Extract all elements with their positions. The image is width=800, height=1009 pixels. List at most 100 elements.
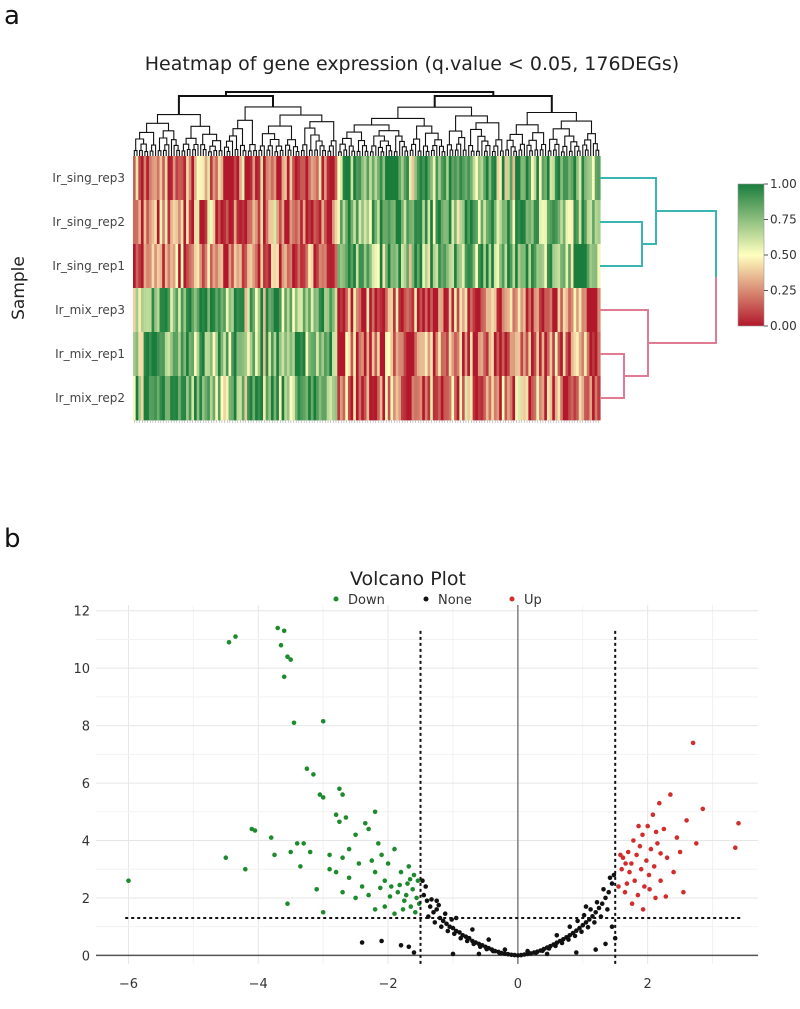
heatmap-cell [533, 156, 537, 201]
data-point-none [567, 924, 573, 929]
heatmap-cell [188, 288, 192, 333]
heatmap-cell [499, 288, 503, 333]
heatmap-cell [427, 288, 431, 333]
heatmap-cell [488, 376, 492, 421]
heatmap-cell [507, 332, 511, 377]
heatmap-cell [496, 288, 500, 333]
dendrogram-branch [395, 135, 403, 152]
heatmap-row-label: Ir_sing_rep2 [52, 215, 125, 229]
heatmap-cell [138, 288, 142, 333]
data-point-down [304, 766, 310, 771]
heatmap-cell [188, 156, 192, 201]
heatmap-cell [552, 288, 556, 333]
heatmap-cell [204, 376, 208, 421]
heatmap-cell [337, 156, 341, 201]
dendrogram-branch [356, 150, 361, 156]
data-point-down [327, 852, 332, 858]
heatmap-cell [151, 200, 155, 245]
heatmap-cell [584, 244, 588, 289]
dendrogram-branch [430, 149, 435, 156]
heatmap-cell [191, 376, 195, 421]
heatmap-cell [313, 288, 317, 333]
heatmap-cell [239, 200, 243, 245]
heatmap-cell [183, 244, 187, 289]
heatmap-cell [249, 376, 253, 421]
heatmap-cell [276, 288, 280, 333]
heatmap-cell [164, 200, 169, 245]
heatmap-cell [353, 156, 357, 201]
heatmap-cell [374, 244, 378, 289]
heatmap-cell [292, 332, 296, 377]
heatmap-cell [390, 156, 394, 201]
heatmap-cell [403, 332, 407, 377]
heatmap-cell [361, 200, 365, 245]
heatmap-cell [175, 156, 179, 201]
heatmap-cell [538, 288, 543, 333]
data-point-up [642, 884, 647, 889]
heatmap-cell [228, 156, 232, 201]
heatmap-cell [302, 200, 307, 245]
heatmap-cell [435, 288, 439, 333]
heatmap-cell [525, 376, 529, 421]
heatmap-cell [342, 244, 346, 289]
heatmap-cell [385, 156, 389, 201]
heatmap-cell [196, 200, 200, 245]
heatmap-cell [363, 200, 368, 245]
heatmap-cell [209, 332, 214, 377]
data-point-none [457, 930, 462, 935]
heatmap-cell [273, 332, 277, 377]
heatmap-cell [493, 156, 498, 201]
heatmap-cell [135, 288, 139, 333]
heatmap-cell [140, 376, 145, 421]
heatmap-cell [472, 332, 476, 377]
heatmap-cell [255, 244, 259, 289]
heatmap-cell [138, 156, 142, 201]
heatmap-cell [255, 332, 259, 377]
heatmap-cell [408, 288, 413, 333]
data-point-none [444, 921, 449, 927]
dendrogram-branch [157, 150, 162, 156]
dendrogram-branch [584, 149, 589, 156]
heatmap-cell [350, 200, 354, 245]
data-point-down [385, 861, 391, 866]
heatmap-cell [358, 376, 362, 421]
heatmap-cell [557, 200, 561, 245]
data-point-none [424, 898, 430, 904]
heatmap-cell [140, 332, 145, 377]
data-point-none [583, 904, 589, 909]
data-point-down [320, 719, 326, 724]
heatmap-cell [249, 156, 253, 201]
heatmap-cell [244, 288, 248, 333]
data-point-up [657, 800, 662, 806]
heatmap-cell [438, 200, 442, 245]
heatmap-cell [430, 200, 434, 245]
dendrogram-branch [267, 125, 293, 140]
heatmap-cell [475, 376, 479, 421]
heatmap-cell [178, 376, 182, 421]
heatmap-cell [488, 244, 492, 289]
heatmap-cell [488, 156, 492, 201]
heatmap-cell [531, 288, 535, 333]
heatmap-cell [233, 244, 238, 289]
heatmap-cell [223, 244, 227, 289]
data-point-none [431, 910, 436, 915]
heatmap-cell [225, 244, 230, 289]
heatmap-cell [416, 200, 421, 245]
heatmap-cell [324, 200, 328, 245]
dendrogram-branch [505, 149, 510, 156]
data-point-down [278, 642, 284, 648]
heatmap-cell [554, 332, 559, 377]
heatmap-cell [239, 156, 243, 201]
data-point-down [285, 901, 290, 906]
heatmap-cell [175, 376, 179, 421]
heatmap-cell [477, 244, 482, 289]
heatmap-cell [347, 332, 352, 377]
heatmap-cell [581, 200, 585, 245]
heatmap-cell [525, 288, 529, 333]
heatmap-cell [512, 244, 516, 289]
heatmap-cell [560, 156, 564, 201]
heatmap-cell [570, 244, 575, 289]
heatmap-cell [597, 244, 601, 289]
heatmap-cell [403, 200, 407, 245]
heatmap-cell [318, 244, 322, 289]
